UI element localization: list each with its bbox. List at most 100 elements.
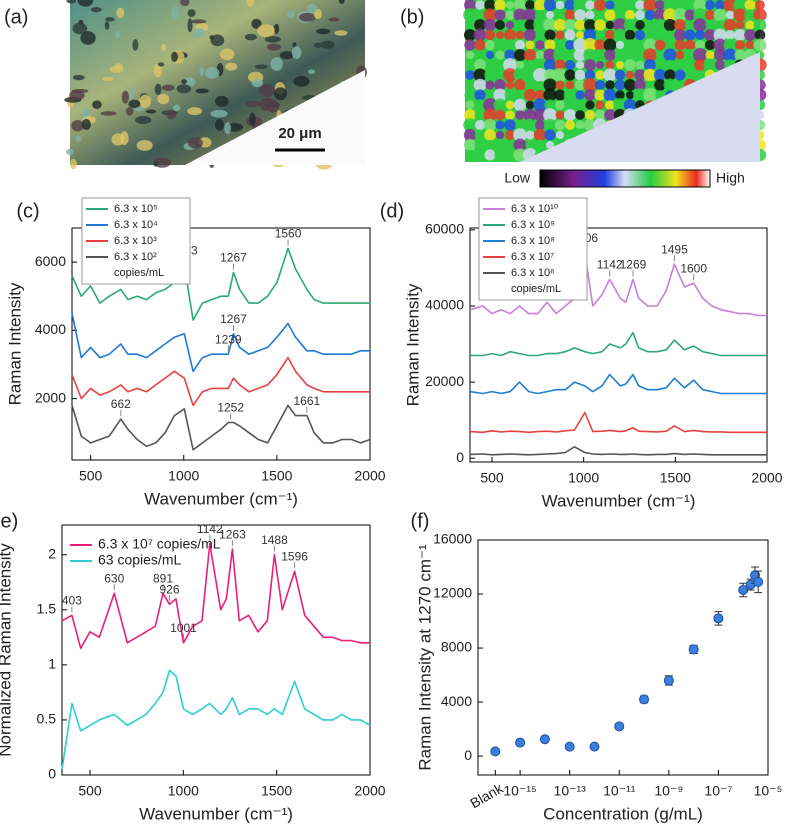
peak-label: 630 [104, 571, 124, 585]
data-point [490, 746, 501, 757]
heatmap-spot [643, 68, 657, 82]
heatmap-spot [663, 18, 677, 32]
heatmap-spot [753, 8, 767, 22]
heatmap-spot [484, 129, 496, 141]
heatmap-spot [543, 48, 557, 62]
heatmap-spot [564, 19, 576, 31]
y-axis-title: Raman Intensity [5, 282, 24, 405]
micro-spot [187, 107, 203, 116]
heatmap-spot [573, 48, 587, 62]
micro-spot [171, 6, 180, 20]
micro-spot [72, 74, 85, 81]
heatmap-spot [495, 60, 505, 70]
heatmap-spot [544, 29, 556, 41]
heatmap-spot [604, 9, 616, 21]
micro-spot [192, 28, 206, 38]
x-tick-label: 10⁻¹³ [554, 783, 587, 799]
heatmap-spot [673, 18, 687, 32]
heatmap-spot [574, 9, 586, 21]
heatmap-spot [505, 20, 515, 30]
heatmap-spot [475, 150, 485, 160]
heatmap-spot [513, 98, 527, 112]
heatmap-spot [634, 29, 646, 41]
heatmap-spot [705, 20, 715, 30]
heatmap-spot [475, 0, 485, 10]
heatmap-spot [675, 50, 685, 60]
heatmap-spot [483, 8, 497, 22]
heatmap-spot [704, 29, 716, 41]
heatmap-spot [685, 0, 695, 10]
colorbar [539, 169, 711, 188]
micro-spot [273, 23, 280, 35]
spectrum-line [71, 404, 371, 451]
heatmap-spot [564, 99, 576, 111]
heatmap-spot [463, 128, 477, 142]
micro-spot [195, 88, 209, 94]
heatmap-spot [494, 139, 506, 151]
heatmap-spot [605, 100, 615, 110]
heatmap-spot [753, 18, 767, 32]
heatmap-spot [513, 68, 527, 82]
heatmap-spot [713, 8, 727, 22]
heatmap-spot [695, 70, 705, 80]
heatmap-spot [535, 50, 545, 60]
heatmap-spot [465, 70, 475, 80]
heatmap-spot [735, 20, 745, 30]
heatmap-spot [503, 58, 517, 72]
heatmap-spot [484, 0, 496, 11]
heatmap-spot [554, 119, 566, 131]
heatmap-spot [523, 118, 537, 132]
heatmap-spot [534, 0, 546, 11]
heatmap-spot [465, 60, 475, 70]
heatmap-spot [505, 10, 515, 20]
panel-label: (b) [400, 6, 424, 28]
heatmap-spot [474, 19, 486, 31]
heatmap-spot [655, 0, 665, 10]
heatmap-spot [574, 79, 586, 91]
x-axis-title: Wavenumber (cm⁻¹) [542, 491, 696, 510]
y-tick-label: 12000 [433, 585, 472, 601]
spectrum-line [469, 373, 767, 395]
micro-spot [104, 21, 110, 30]
heatmap-spot [533, 128, 547, 142]
micro-spot [65, 148, 75, 155]
heatmap-spot [525, 100, 535, 110]
legend-label: 6.3 x 10² [114, 251, 157, 263]
y-axis-title: Raman Intensity at 1270 cm⁻¹ [415, 544, 434, 771]
heatmap-spot [685, 70, 695, 80]
heatmap-spot [543, 68, 557, 82]
micro-spot [266, 43, 281, 51]
heatmap-spot [605, 20, 615, 30]
micro-spot [287, 10, 296, 19]
heatmap-spot [594, 89, 606, 101]
heatmap-spot [625, 50, 635, 60]
heatmap-spot [554, 39, 566, 51]
micro-spot [244, 33, 257, 41]
heatmap-spot [603, 38, 617, 52]
heatmap-spot [505, 140, 515, 150]
heatmap-spot [605, 80, 615, 90]
heatmap-spot [564, 29, 576, 41]
legend-label: 6.3 x 10⁹ [511, 219, 555, 231]
heatmap-spot [495, 120, 505, 130]
colorbar-low: Low [504, 170, 531, 186]
heatmap-spot [503, 68, 517, 82]
heatmap-spot [635, 60, 645, 70]
heatmap-spot [704, 9, 716, 21]
heatmap-spot [474, 89, 486, 101]
heatmap-spot [624, 59, 636, 71]
heatmap-spot [583, 28, 597, 42]
micro-spot [266, 97, 273, 111]
heatmap-spot [574, 69, 586, 81]
heatmap [463, 0, 767, 162]
heatmap-spot [524, 19, 536, 31]
heatmap-spot [465, 20, 475, 30]
heatmap-spot [494, 9, 506, 21]
heatmap-spot [734, 39, 746, 51]
heatmap-spot [615, 40, 625, 50]
heatmap-spot [594, 19, 606, 31]
heatmap-spot [565, 80, 575, 90]
micro-spot [225, 62, 238, 71]
legend-label: 6.3 x 10⁴ [114, 219, 158, 231]
